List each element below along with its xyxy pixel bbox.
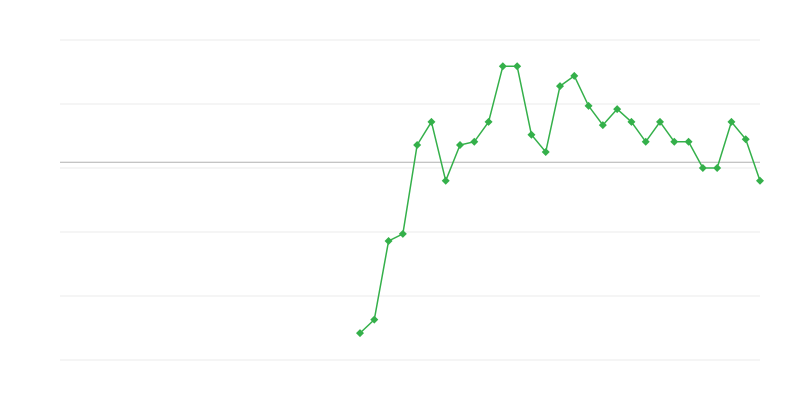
data-point[interactable] [656,117,664,126]
data-point[interactable] [713,164,722,172]
data-point[interactable] [456,140,464,149]
data-point[interactable] [398,229,407,238]
data-point[interactable] [384,236,393,245]
data-point[interactable] [584,101,593,110]
data-points [356,62,764,338]
gridlines [60,39,760,361]
data-point[interactable] [741,135,750,144]
data-point[interactable] [370,315,379,324]
data-point[interactable] [727,117,736,126]
data-point[interactable] [598,121,607,130]
data-point[interactable] [613,105,622,114]
data-point[interactable] [484,117,493,126]
data-point[interactable] [698,164,707,172]
data-point[interactable] [556,82,564,91]
data-point[interactable] [356,329,364,338]
data-point[interactable] [413,140,422,149]
data-point[interactable] [498,62,507,71]
data-point[interactable] [627,117,636,126]
data-point[interactable] [684,137,693,146]
data-point[interactable] [470,137,479,146]
data-point[interactable] [670,137,679,146]
data-point[interactable] [541,148,550,156]
data-point[interactable] [756,176,764,185]
series-line [359,65,761,334]
series-line [359,65,761,334]
data-point[interactable] [513,62,522,71]
data-point[interactable] [427,117,436,126]
data-point[interactable] [570,71,579,80]
data-point[interactable] [641,137,650,146]
data-point[interactable] [441,176,450,185]
data-point[interactable] [527,130,536,139]
